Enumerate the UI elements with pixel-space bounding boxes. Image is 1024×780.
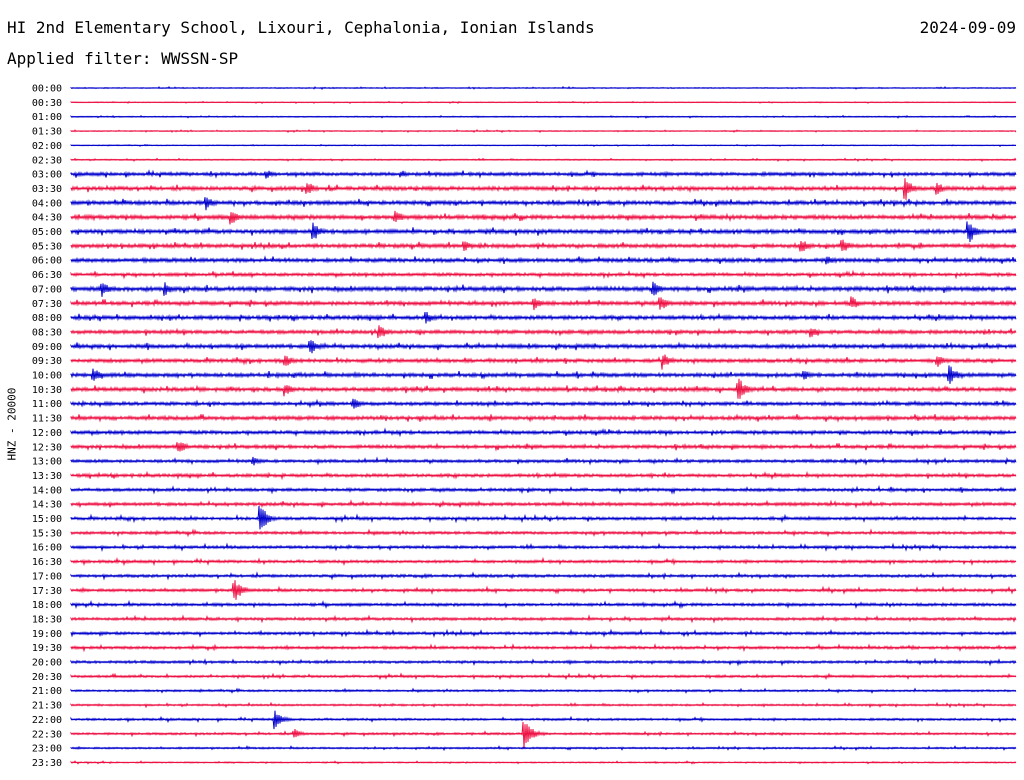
time-label-2030: 20:30 [32, 672, 62, 683]
time-label-1630: 16:30 [32, 557, 62, 568]
time-label-1930: 19:30 [32, 643, 62, 654]
time-label-2200: 22:00 [32, 715, 62, 726]
trace-0930 [70, 354, 1017, 370]
time-label-2130: 21:30 [32, 701, 62, 712]
time-label-0530: 05:30 [32, 241, 62, 252]
trace-0400 [70, 197, 1017, 211]
time-label-1900: 19:00 [32, 629, 62, 640]
time-label-0100: 01:00 [32, 112, 62, 123]
time-label-1130: 11:30 [32, 414, 62, 425]
time-label-0900: 09:00 [32, 342, 62, 353]
time-label-1600: 16:00 [32, 543, 62, 554]
time-label-0300: 03:00 [32, 170, 62, 181]
time-label-0830: 08:30 [32, 327, 62, 338]
time-label-2300: 23:00 [32, 744, 62, 755]
time-label-1730: 17:30 [32, 586, 62, 597]
trace-1500 [70, 505, 1017, 530]
time-label-1100: 11:00 [32, 399, 62, 410]
trace-2230 [70, 721, 1017, 749]
time-label-0130: 01:30 [32, 127, 62, 138]
time-label-0030: 00:30 [32, 98, 62, 109]
trace-0330 [70, 178, 1017, 200]
time-label-0230: 02:30 [32, 155, 62, 166]
time-label-1030: 10:30 [32, 385, 62, 396]
time-label-1230: 12:30 [32, 442, 62, 453]
station-title: HI 2nd Elementary School, Lixouri, Cepha… [7, 18, 595, 37]
time-label-2330: 23:30 [32, 758, 62, 769]
time-label-1500: 15:00 [32, 514, 62, 525]
time-label-0700: 07:00 [32, 284, 62, 295]
time-label-0400: 04:00 [32, 198, 62, 209]
time-label-0630: 06:30 [32, 270, 62, 281]
time-label-0000: 00:00 [32, 84, 62, 95]
time-label-1800: 18:00 [32, 600, 62, 611]
seismic-traces [70, 85, 1017, 765]
time-label-1330: 13:30 [32, 471, 62, 482]
time-label-0800: 08:00 [32, 313, 62, 324]
time-labels: 00:00 00:30 01:00 01:30 02:00 02:30 03:00 03:30… [32, 84, 62, 769]
time-label-1430: 14:30 [32, 500, 62, 511]
time-label-0500: 05:00 [32, 227, 62, 238]
time-label-1000: 10:00 [32, 371, 62, 382]
time-label-1400: 14:00 [32, 485, 62, 496]
time-label-2100: 21:00 [32, 686, 62, 697]
time-label-1700: 17:00 [32, 571, 62, 582]
time-label-0730: 07:30 [32, 299, 62, 310]
time-label-1200: 12:00 [32, 428, 62, 439]
trace-1030 [70, 378, 1017, 399]
time-label-1300: 13:00 [32, 457, 62, 468]
time-label-0600: 06:00 [32, 256, 62, 267]
time-label-2000: 20:00 [32, 658, 62, 669]
time-label-1530: 15:30 [32, 528, 62, 539]
time-label-1830: 18:30 [32, 614, 62, 625]
trace-0430 [70, 210, 1017, 225]
date-label: 2024-09-09 [919, 18, 1016, 37]
time-label-0200: 02:00 [32, 141, 62, 152]
time-label-0930: 09:30 [32, 356, 62, 367]
time-label-2230: 22:30 [32, 729, 62, 740]
time-label-0430: 04:30 [32, 213, 62, 224]
time-label-0330: 03:30 [32, 184, 62, 195]
filter-label: Applied filter: WWSSN-SP [7, 49, 239, 68]
